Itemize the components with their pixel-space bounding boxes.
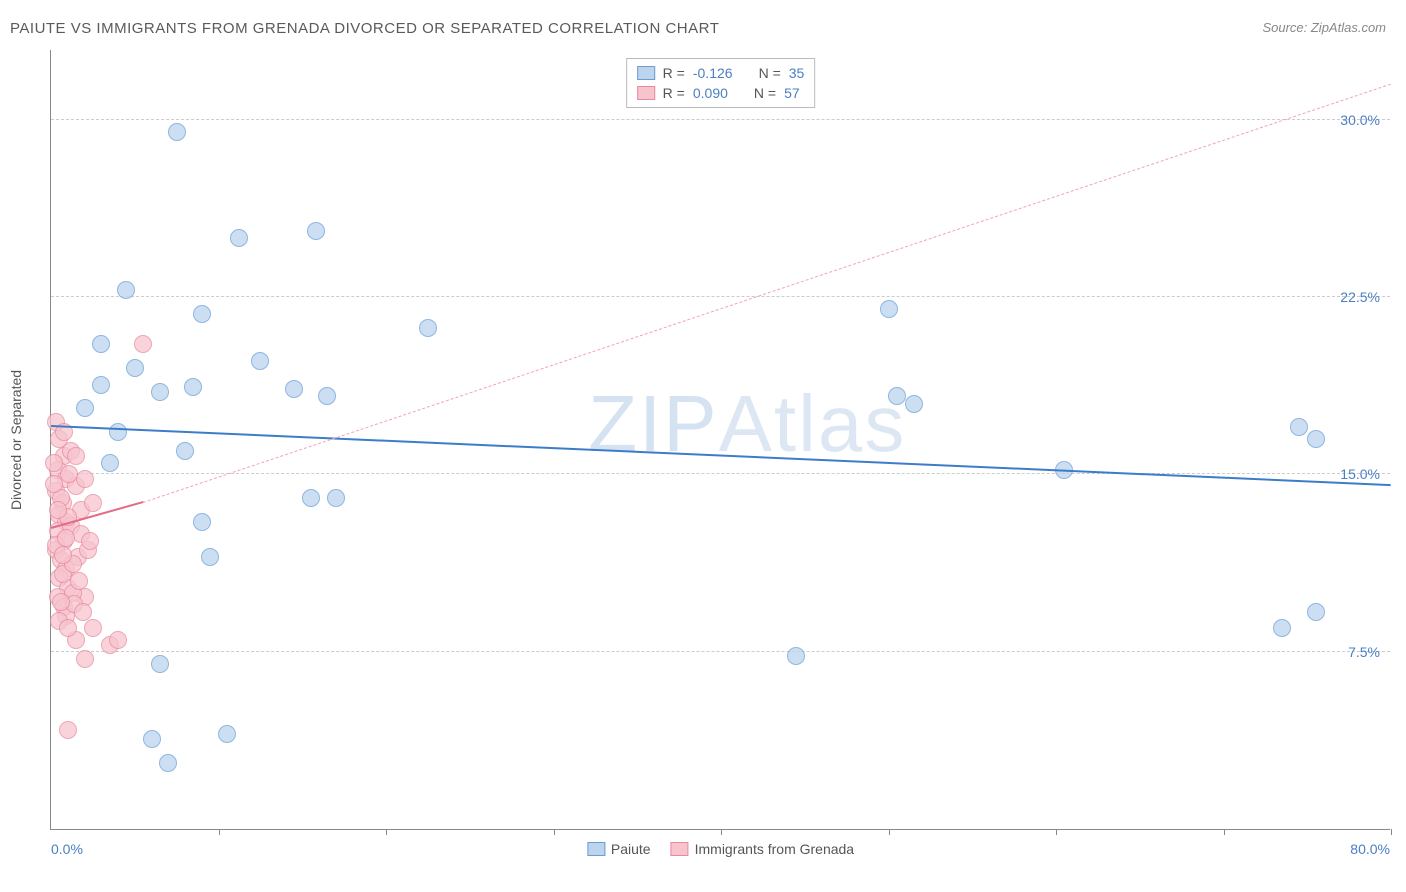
x-tick <box>386 829 387 835</box>
legend-swatch <box>671 842 689 856</box>
scatter-point-paiute <box>176 442 194 460</box>
x-tick <box>889 829 890 835</box>
legend-series-label: Paiute <box>611 841 651 857</box>
legend-swatch <box>637 66 655 80</box>
scatter-point-paiute <box>109 423 127 441</box>
scatter-point-paiute <box>193 513 211 531</box>
scatter-point-paiute <box>151 655 169 673</box>
scatter-point-paiute <box>1290 418 1308 436</box>
scatter-point-grenada <box>84 619 102 637</box>
chart-title: PAIUTE VS IMMIGRANTS FROM GRENADA DIVORC… <box>10 20 719 37</box>
legend-n-label: N = <box>754 85 776 101</box>
x-tick <box>721 829 722 835</box>
legend-series: Paiute Immigrants from Grenada <box>587 841 854 857</box>
legend-row: R = -0.126 N = 35 <box>637 63 805 83</box>
legend-row: R = 0.090 N = 57 <box>637 83 805 103</box>
scatter-point-paiute <box>92 376 110 394</box>
x-tick <box>554 829 555 835</box>
y-tick-label: 22.5% <box>1340 289 1380 305</box>
x-tick <box>219 829 220 835</box>
scatter-point-paiute <box>76 399 94 417</box>
x-tick <box>1056 829 1057 835</box>
legend-series-label: Immigrants from Grenada <box>695 841 855 857</box>
scatter-point-paiute <box>92 335 110 353</box>
scatter-point-paiute <box>318 387 336 405</box>
trend-extrapolation-grenada <box>143 83 1391 502</box>
legend-r-value: 0.090 <box>693 85 728 101</box>
x-tick <box>1224 829 1225 835</box>
scatter-point-grenada <box>109 631 127 649</box>
scatter-point-paiute <box>159 754 177 772</box>
scatter-point-paiute <box>168 123 186 141</box>
x-axis-max-label: 80.0% <box>1350 841 1390 857</box>
scatter-point-paiute <box>787 647 805 665</box>
scatter-point-paiute <box>307 222 325 240</box>
gridline <box>51 119 1390 120</box>
legend-r-value: -0.126 <box>693 65 733 81</box>
legend-r-label: R = <box>663 65 685 81</box>
legend-n-value: 35 <box>789 65 805 81</box>
scatter-point-paiute <box>888 387 906 405</box>
scatter-point-paiute <box>285 380 303 398</box>
scatter-point-grenada <box>84 494 102 512</box>
scatter-point-paiute <box>101 454 119 472</box>
y-tick-label: 7.5% <box>1348 644 1380 660</box>
scatter-point-paiute <box>880 300 898 318</box>
x-axis-min-label: 0.0% <box>51 841 83 857</box>
legend-r-label: R = <box>663 85 685 101</box>
y-tick-label: 30.0% <box>1340 112 1380 128</box>
scatter-point-grenada <box>45 475 63 493</box>
scatter-point-paiute <box>151 383 169 401</box>
legend-series-item: Paiute <box>587 841 651 857</box>
y-axis-title: Divorced or Separated <box>8 369 24 509</box>
scatter-point-grenada <box>54 546 72 564</box>
scatter-point-grenada <box>60 465 78 483</box>
trend-line-paiute <box>51 425 1391 486</box>
scatter-point-grenada <box>45 454 63 472</box>
y-tick-label: 15.0% <box>1340 466 1380 482</box>
scatter-point-grenada <box>49 501 67 519</box>
scatter-point-paiute <box>302 489 320 507</box>
scatter-point-paiute <box>1273 619 1291 637</box>
scatter-point-paiute <box>251 352 269 370</box>
scatter-point-paiute <box>327 489 345 507</box>
legend-swatch <box>637 86 655 100</box>
gridline <box>51 651 1390 652</box>
legend-n-value: 57 <box>784 85 800 101</box>
scatter-point-grenada <box>134 335 152 353</box>
scatter-point-grenada <box>70 572 88 590</box>
scatter-point-grenada <box>81 532 99 550</box>
scatter-point-grenada <box>57 529 75 547</box>
legend-series-item: Immigrants from Grenada <box>671 841 855 857</box>
plot-area: Divorced or Separated ZIPAtlas R =-0.126… <box>50 50 1390 830</box>
scatter-point-paiute <box>905 395 923 413</box>
scatter-point-grenada <box>59 721 77 739</box>
scatter-point-paiute <box>230 229 248 247</box>
scatter-point-paiute <box>143 730 161 748</box>
legend-swatch <box>587 842 605 856</box>
scatter-point-paiute <box>184 378 202 396</box>
legend-n-label: N = <box>759 65 781 81</box>
scatter-point-paiute <box>117 281 135 299</box>
scatter-point-grenada <box>67 447 85 465</box>
source-attribution: Source: ZipAtlas.com <box>1262 20 1386 35</box>
scatter-point-paiute <box>1307 430 1325 448</box>
scatter-point-grenada <box>76 650 94 668</box>
scatter-point-paiute <box>218 725 236 743</box>
scatter-point-paiute <box>201 548 219 566</box>
scatter-point-paiute <box>1307 603 1325 621</box>
gridline <box>51 296 1390 297</box>
scatter-point-grenada <box>52 593 70 611</box>
scatter-point-paiute <box>419 319 437 337</box>
scatter-point-paiute <box>126 359 144 377</box>
x-tick <box>1391 829 1392 835</box>
scatter-point-grenada <box>74 603 92 621</box>
scatter-point-paiute <box>193 305 211 323</box>
scatter-point-grenada <box>59 619 77 637</box>
legend-correlation: R =-0.126N =35R =0.090N =57 <box>626 58 816 108</box>
